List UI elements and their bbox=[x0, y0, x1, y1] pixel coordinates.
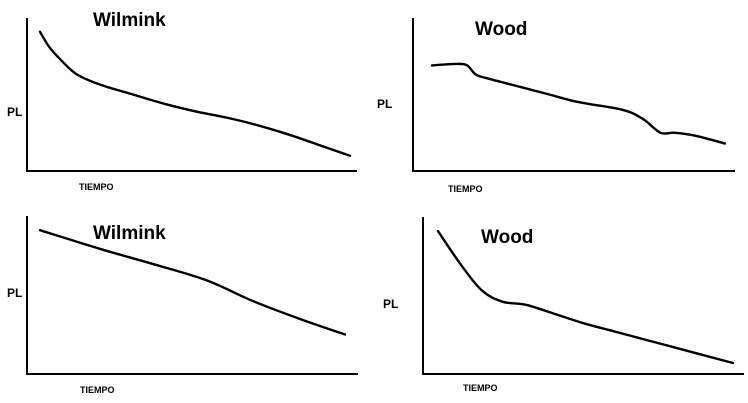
series-line-1 bbox=[38, 30, 352, 157]
series-line-3 bbox=[38, 229, 347, 336]
x-axis-label-3: TIEMPO bbox=[80, 385, 115, 395]
x-axis-label-2: TIEMPO bbox=[448, 184, 483, 194]
y-axis-label-3: PL bbox=[7, 286, 22, 300]
y-axis-label-4: PL bbox=[383, 297, 398, 311]
axes-2 bbox=[412, 18, 735, 172]
axes-1 bbox=[26, 18, 357, 172]
x-axis-label-4: TIEMPO bbox=[463, 383, 498, 393]
chart-title-2: Wood bbox=[475, 19, 527, 40]
axes-4 bbox=[422, 217, 744, 375]
series-line-2 bbox=[430, 62, 727, 145]
x-axis-label-1: TIEMPO bbox=[79, 182, 114, 192]
chart-title-3: Wilmink bbox=[93, 223, 166, 244]
chart-title-4: Wood bbox=[481, 227, 533, 248]
chart-title-1: Wilmink bbox=[93, 10, 166, 31]
y-axis-label-2: PL bbox=[377, 97, 392, 111]
y-axis-label-1: PL bbox=[7, 105, 22, 119]
series-line-4 bbox=[436, 229, 735, 365]
axes-3 bbox=[26, 216, 358, 375]
